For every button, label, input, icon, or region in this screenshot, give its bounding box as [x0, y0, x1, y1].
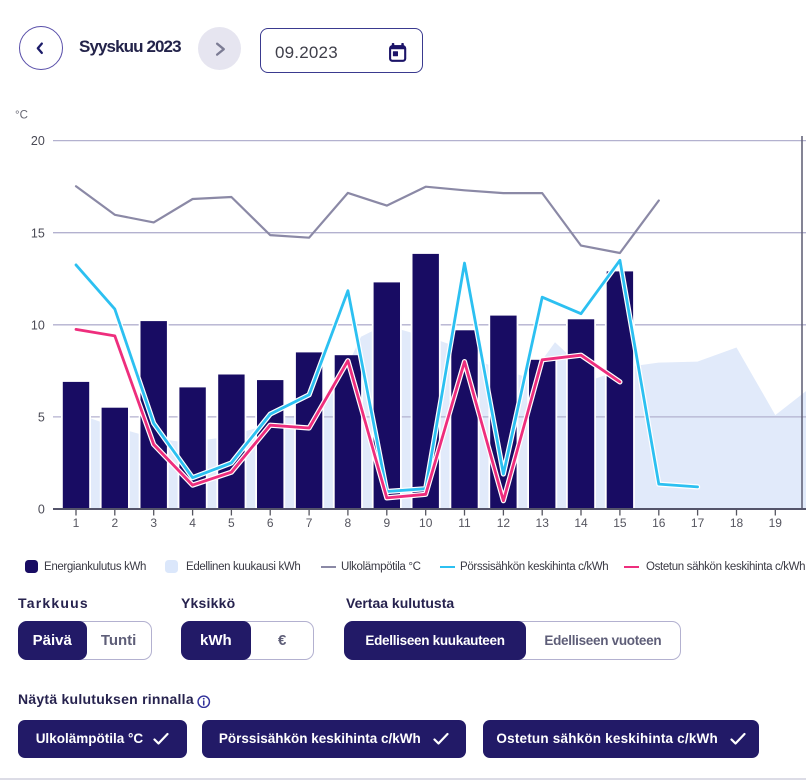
svg-text:°C: °C	[15, 110, 28, 122]
svg-text:2: 2	[111, 516, 118, 530]
svg-text:10: 10	[419, 516, 433, 530]
svg-text:15: 15	[613, 516, 627, 530]
svg-text:4: 4	[189, 516, 196, 530]
svg-text:8: 8	[345, 516, 352, 530]
svg-text:3: 3	[150, 516, 157, 530]
svg-text:16: 16	[652, 516, 666, 530]
svg-text:5: 5	[228, 516, 235, 530]
svg-text:11: 11	[458, 516, 471, 530]
svg-text:20: 20	[31, 134, 45, 148]
svg-text:0: 0	[38, 503, 45, 517]
svg-text:7: 7	[306, 516, 313, 530]
svg-text:1: 1	[73, 516, 80, 530]
svg-text:15: 15	[31, 226, 45, 240]
svg-text:19: 19	[769, 516, 783, 530]
svg-text:14: 14	[574, 516, 588, 530]
svg-text:17: 17	[691, 516, 705, 530]
svg-text:6: 6	[267, 516, 274, 530]
svg-text:13: 13	[536, 516, 550, 530]
svg-text:18: 18	[730, 516, 744, 530]
svg-text:5: 5	[38, 411, 45, 425]
svg-text:9: 9	[383, 516, 390, 530]
svg-text:10: 10	[31, 318, 45, 332]
svg-text:12: 12	[497, 516, 511, 530]
